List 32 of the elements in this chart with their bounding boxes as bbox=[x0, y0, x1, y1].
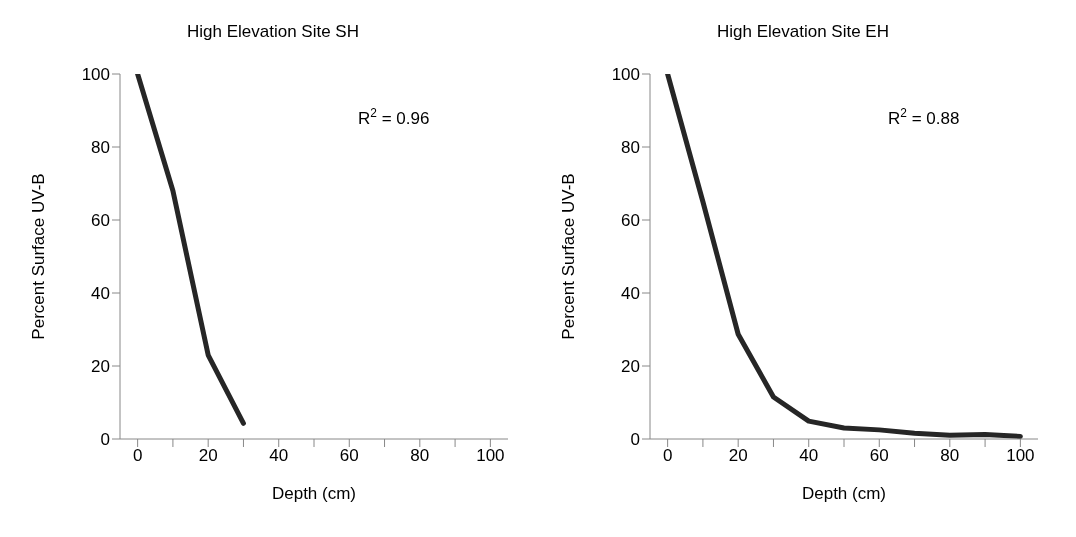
x-tick-label: 60 bbox=[339, 446, 359, 466]
annotation: R$^{2}$ = 0.96 bbox=[358, 106, 430, 128]
x-tick-label: 20 bbox=[198, 446, 218, 466]
y-tick-label: 20 bbox=[91, 357, 110, 377]
x-tick-label: 80 bbox=[940, 446, 960, 466]
x-tick-label: 100 bbox=[476, 446, 505, 466]
x-tick-label: 60 bbox=[869, 446, 889, 466]
y-tick-label: 40 bbox=[621, 284, 640, 304]
y-tick-label: 40 bbox=[91, 284, 110, 304]
x-tick-label: 40 bbox=[799, 446, 819, 466]
x-tick-label: 0 bbox=[132, 446, 143, 466]
x-tick-label: 20 bbox=[728, 446, 748, 466]
y-tick-label: 80 bbox=[621, 138, 640, 158]
x-tick-label: 40 bbox=[269, 446, 289, 466]
y-tick-label: 0 bbox=[630, 430, 640, 450]
x-tick-label: 100 bbox=[1006, 446, 1035, 466]
y-tick-label: 60 bbox=[91, 211, 110, 231]
y-tick-label: 80 bbox=[91, 138, 110, 158]
x-axis-title: Depth (cm) bbox=[801, 484, 887, 503]
y-tick-label: 20 bbox=[621, 357, 640, 377]
x-tick-label: 0 bbox=[662, 446, 673, 466]
x-tick-label: 80 bbox=[410, 446, 430, 466]
y-tick-label: 100 bbox=[611, 65, 640, 85]
annotation: R$^{2}$ = 0.88 bbox=[888, 106, 960, 128]
x-axis-title: Depth (cm) bbox=[271, 484, 357, 503]
y-tick-label: 60 bbox=[621, 211, 640, 231]
y-tick-label: 100 bbox=[81, 65, 110, 85]
chart-title: High Elevation Site SH bbox=[186, 22, 360, 42]
y-axis-title: Percent Surface UV-B bbox=[29, 173, 49, 340]
y-axis-title: Percent Surface UV-B bbox=[559, 173, 579, 340]
y-tick-label: 0 bbox=[100, 430, 110, 450]
chart-title: High Elevation Site EH bbox=[716, 22, 890, 42]
